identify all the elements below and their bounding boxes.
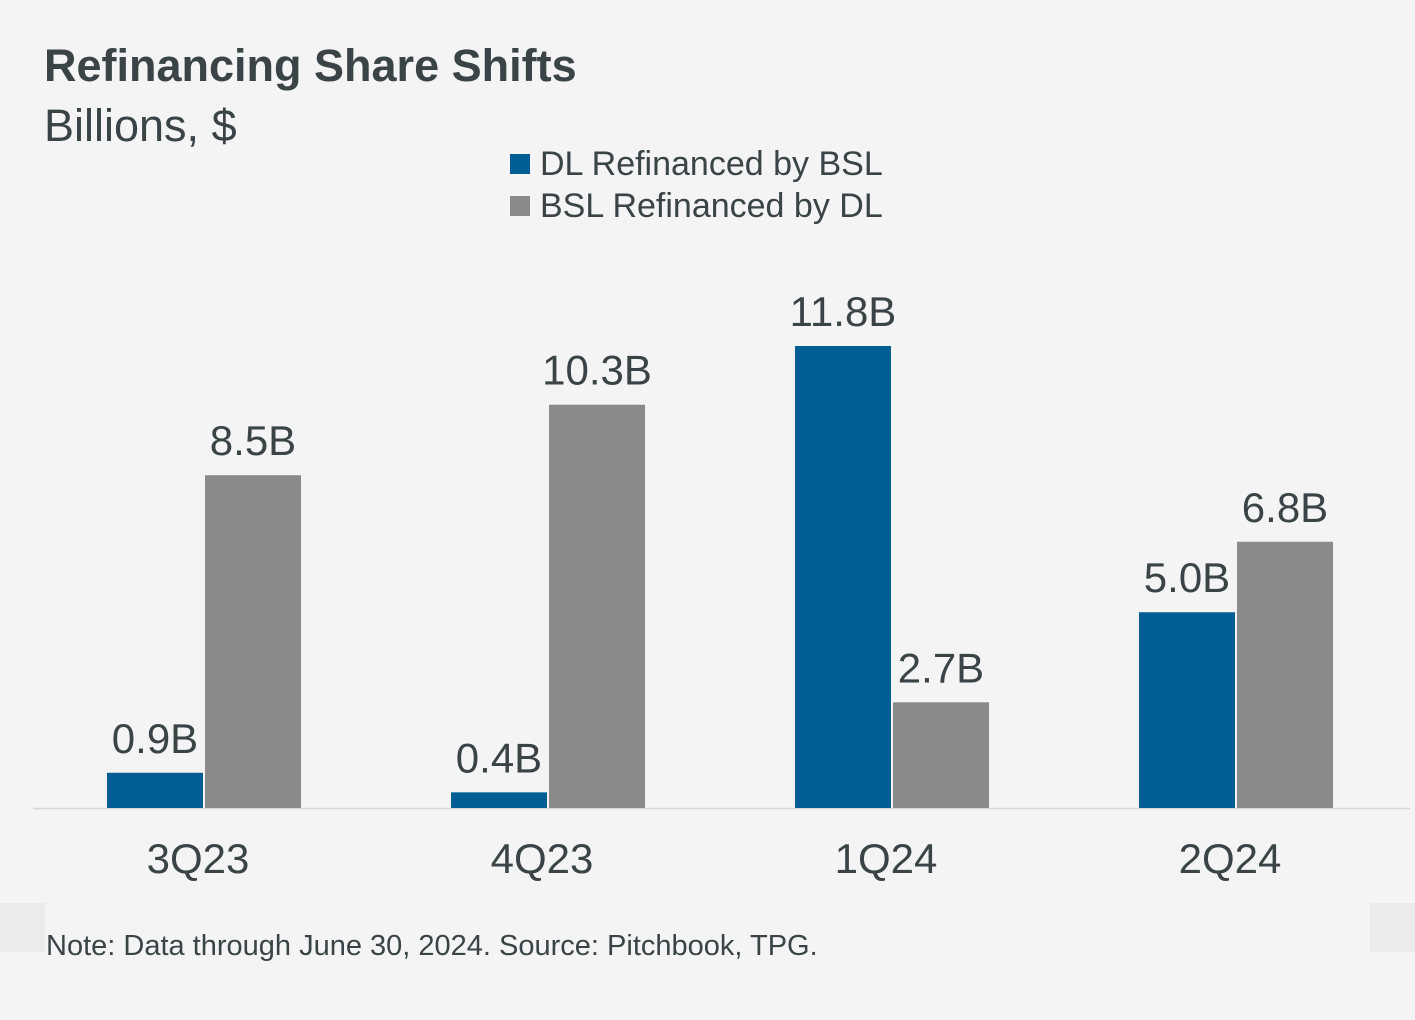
x-tick-label: 3Q23 bbox=[147, 835, 250, 882]
legend-item-bsl: BSL Refinanced by DL bbox=[510, 185, 883, 227]
corner-left-block bbox=[0, 903, 45, 952]
bar-dl-1Q24 bbox=[795, 346, 891, 808]
legend-item-dl: DL Refinanced by BSL bbox=[510, 143, 883, 185]
legend: DL Refinanced by BSL BSL Refinanced by D… bbox=[510, 143, 883, 227]
data-label: 0.4B bbox=[456, 734, 542, 781]
chart-subtitle: Billions, $ bbox=[44, 100, 237, 151]
x-tick-label: 4Q23 bbox=[491, 835, 594, 882]
data-label: 5.0B bbox=[1144, 554, 1230, 601]
data-label: 2.7B bbox=[898, 644, 984, 691]
bar-bsl-4Q23 bbox=[549, 404, 645, 808]
bar-bsl-2Q24 bbox=[1237, 541, 1333, 808]
data-label: 0.9B bbox=[112, 715, 198, 762]
legend-swatch-bsl bbox=[510, 196, 530, 216]
bar-dl-2Q24 bbox=[1139, 612, 1235, 808]
bar-dl-3Q23 bbox=[107, 772, 203, 808]
legend-label-bsl: BSL Refinanced by DL bbox=[540, 186, 883, 225]
data-label: 10.3B bbox=[542, 347, 652, 394]
corner-right-block bbox=[1370, 903, 1415, 952]
chart-title: Refinancing Share Shifts bbox=[44, 40, 577, 91]
legend-swatch-dl bbox=[510, 154, 530, 174]
data-label: 6.8B bbox=[1242, 484, 1328, 531]
x-tick-label: 2Q24 bbox=[1179, 835, 1282, 882]
bar-dl-4Q23 bbox=[451, 792, 547, 808]
legend-label-dl: DL Refinanced by BSL bbox=[540, 144, 883, 183]
bar-bsl-3Q23 bbox=[205, 475, 301, 808]
footnote: Note: Data through June 30, 2024. Source… bbox=[46, 930, 818, 962]
x-tick-label: 1Q24 bbox=[835, 835, 938, 882]
data-label: 8.5B bbox=[210, 417, 296, 464]
data-label: 11.8B bbox=[790, 288, 897, 335]
bar-bsl-1Q24 bbox=[893, 702, 989, 808]
